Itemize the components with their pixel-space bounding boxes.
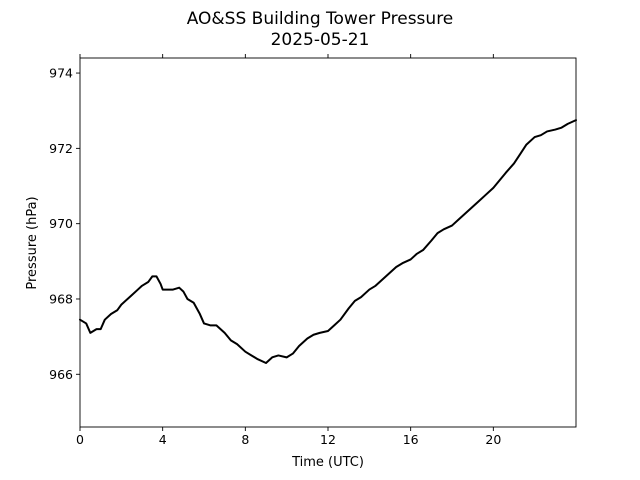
y-tick-label: 972: [49, 141, 73, 156]
y-tick-label: 970: [49, 216, 73, 231]
plot-area: 0 4 8 12 16 20 966 968 970 972 974: [49, 54, 577, 447]
x-tick-label: 4: [159, 432, 167, 447]
y-axis-label: Pressure (hPa): [25, 196, 40, 289]
pressure-series-line: [79, 119, 577, 364]
y-tick-label: 968: [49, 291, 73, 306]
chart-subtitle: 2025-05-21: [271, 30, 370, 50]
x-axis-label: Time (UTC): [291, 455, 364, 470]
x-tick-label: 16: [403, 432, 419, 447]
x-tick-label: 12: [320, 432, 336, 447]
x-tick-label: 0: [76, 432, 84, 447]
ticks-layer: 0 4 8 12 16 20 966 968 970 972 974: [49, 54, 501, 447]
chart-title: AO&SS Building Tower Pressure: [187, 9, 454, 29]
plot-frame: [79, 57, 577, 428]
x-tick-label: 8: [241, 432, 249, 447]
y-tick-label: 966: [49, 367, 73, 382]
x-tick-label: 20: [485, 432, 501, 447]
y-tick-label: 974: [49, 66, 73, 81]
